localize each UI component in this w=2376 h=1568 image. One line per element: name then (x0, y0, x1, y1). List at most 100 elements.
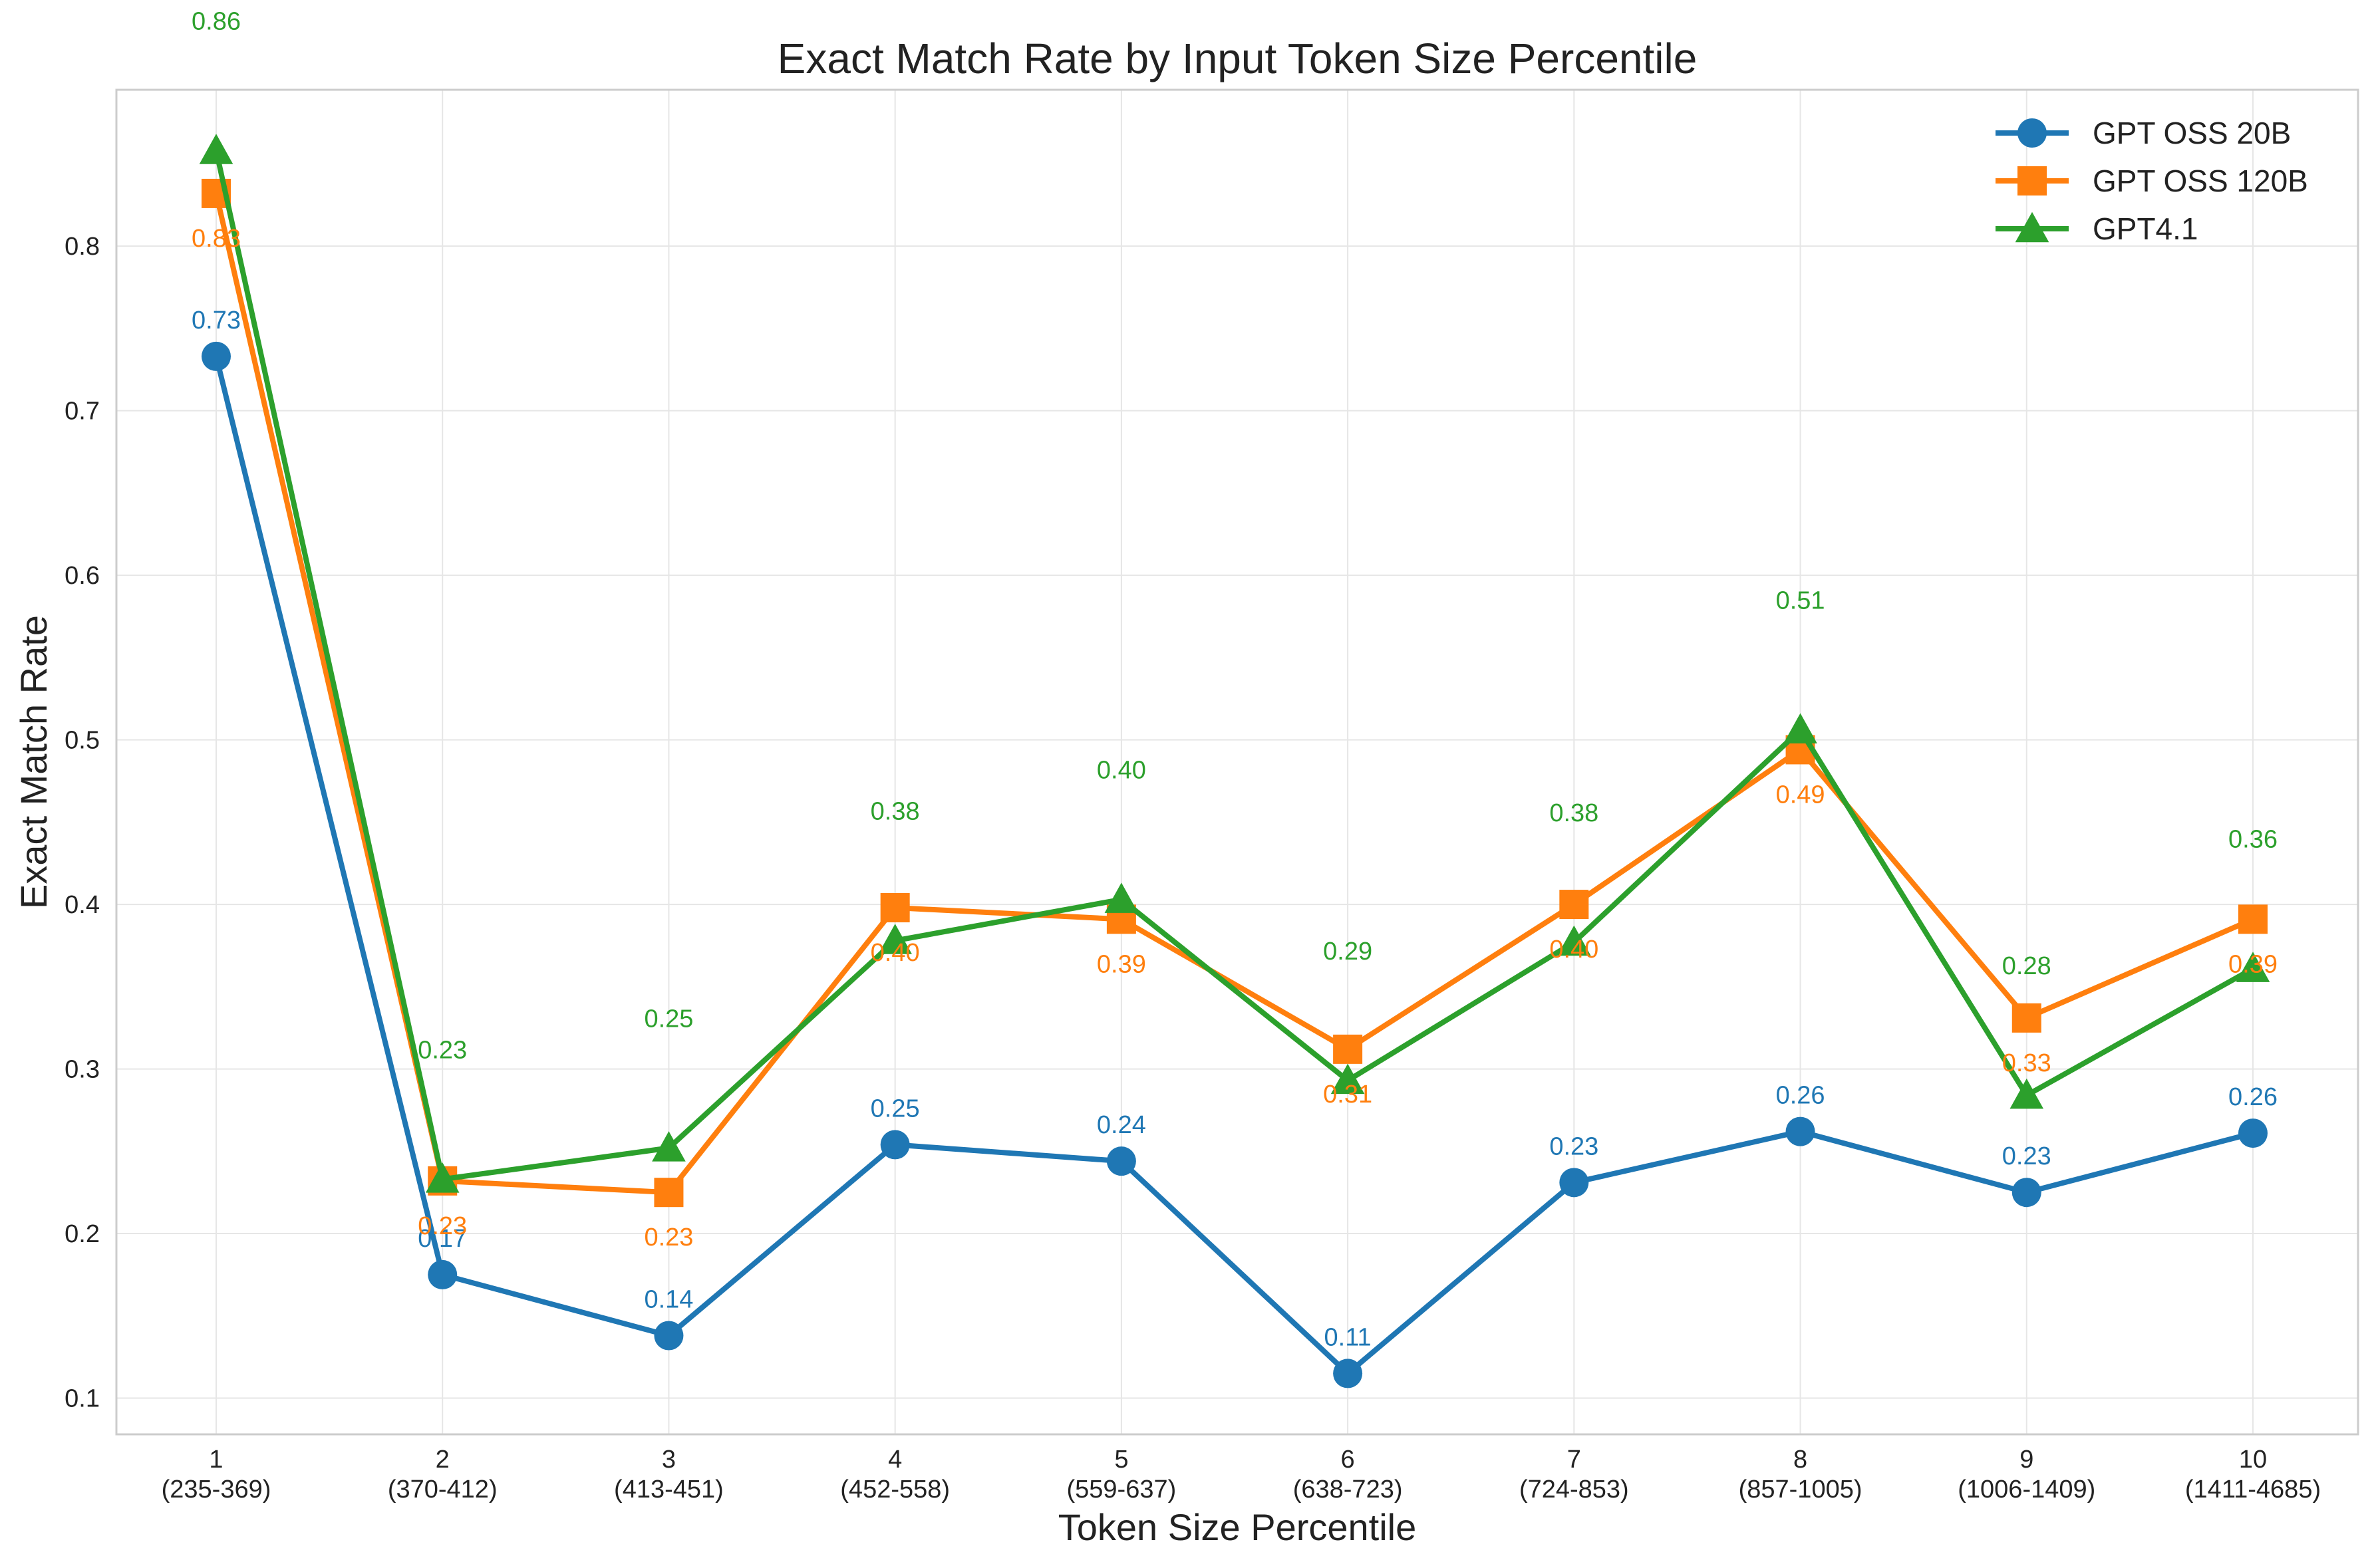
y-tick-label: 0.2 (65, 1220, 100, 1248)
series-line (214, 355, 2254, 1376)
data-label: 0.73 (192, 307, 241, 334)
circle-marker (202, 341, 231, 371)
triangle-marker (2236, 952, 2270, 982)
y-axis: 0.1 0.2 0.3 0.4 0.5 0.6 0.7 0.8 (65, 233, 100, 1412)
data-label: 0.23 (418, 1036, 467, 1064)
triangle-marker (2009, 1078, 2044, 1109)
triangle-marker (1330, 1063, 1365, 1095)
x-tick-label: 7 (1567, 1446, 1581, 1474)
circle-marker (1785, 1116, 1815, 1146)
data-label: 0.83 (192, 225, 241, 253)
plot-frame (115, 88, 2359, 1436)
data-label: 0.14 (644, 1286, 693, 1314)
x-tick-label: 9 (2019, 1446, 2033, 1474)
x-tick-range-label: (857-1005) (1739, 1476, 1862, 1503)
triangle-marker (1104, 882, 1139, 913)
x-tick-label: 3 (662, 1446, 676, 1474)
data-label: 0.23 (2002, 1142, 2051, 1170)
x-tick-label: 5 (1114, 1446, 1128, 1474)
data-label: 0.31 (1323, 1081, 1372, 1109)
square-marker (2238, 904, 2268, 934)
chart-title: Exact Match Rate by Input Token Size Per… (778, 35, 1698, 82)
data-label: 0.25 (644, 1005, 693, 1033)
data-label: 0.36 (2228, 826, 2278, 854)
x-tick-range-label: (452-558) (840, 1476, 950, 1503)
triangle-marker (652, 1131, 686, 1162)
x-tick-range-label: (638-723) (1293, 1476, 1403, 1503)
y-axis-label: Exact Match Rate (13, 615, 55, 909)
y-tick-label: 0.4 (65, 891, 100, 919)
x-tick-label: 1 (209, 1446, 223, 1474)
data-label: 0.28 (2002, 952, 2051, 980)
x-tick-label: 8 (1793, 1446, 1807, 1474)
data-label: 0.23 (1549, 1132, 1598, 1160)
x-tick-range-label: (724-853) (1519, 1476, 1629, 1503)
circle-marker (880, 1130, 910, 1160)
triangle-marker (2015, 211, 2049, 243)
data-label: 0.49 (1776, 781, 1825, 809)
triangle-marker (1783, 713, 1817, 743)
circle-marker (654, 1321, 684, 1351)
data-label: 0.26 (1776, 1082, 1825, 1110)
x-tick-range-label: (235-369) (162, 1476, 271, 1503)
data-label: 0.29 (1323, 938, 1372, 966)
data-label: 0.26 (2228, 1083, 2278, 1111)
x-tick-label: 10 (2239, 1446, 2267, 1474)
legend: GPT OSS 20B GPT OSS 120B GPT4.1 (1996, 116, 2308, 246)
square-marker (1559, 890, 1589, 920)
series-lines (199, 134, 2270, 1388)
legend-label: GPT4.1 (2093, 211, 2198, 246)
grid (116, 90, 2358, 1434)
x-tick-label: 6 (1341, 1446, 1355, 1474)
y-tick-label: 0.3 (65, 1056, 100, 1084)
data-label: 0.86 (192, 8, 241, 36)
triangle-marker (1557, 925, 1591, 956)
data-label: 0.23 (418, 1212, 467, 1240)
triangle-marker (878, 924, 912, 954)
triangle-marker (425, 1162, 460, 1193)
circle-marker (2011, 1178, 2041, 1208)
data-label: 0.38 (1549, 799, 1598, 827)
square-marker (654, 1178, 684, 1208)
data-label: 0.40 (1097, 757, 1146, 785)
x-tick-label: 4 (888, 1446, 902, 1474)
triangle-marker (199, 134, 233, 164)
circle-marker (2238, 1118, 2268, 1148)
circle-marker (1106, 1146, 1136, 1176)
circle-marker (1559, 1168, 1589, 1198)
square-marker (880, 893, 910, 923)
data-labels: 0.73 0.17 0.14 0.25 0.24 0.11 0.23 0.26 0.23 0.26… (192, 8, 2278, 1352)
legend-label: GPT OSS 120B (2093, 164, 2308, 198)
x-tick-range-label: (559-637) (1067, 1476, 1177, 1503)
data-label: 0.24 (1097, 1111, 1146, 1139)
data-label: 0.40 (1549, 936, 1598, 964)
square-marker (2011, 1003, 2041, 1033)
x-axis: 1(235-369) 2(370-412) 3(413-451) 4(452-558)… (162, 1446, 2321, 1503)
data-label: 0.40 (871, 939, 920, 967)
legend-label: GPT OSS 20B (2093, 116, 2291, 150)
x-tick-range-label: (1411-4685) (2185, 1476, 2321, 1503)
data-label: 0.33 (2002, 1049, 2051, 1077)
y-tick-label: 0.5 (65, 727, 100, 755)
data-label: 0.25 (871, 1095, 920, 1122)
circle-marker (2017, 118, 2047, 148)
square-marker (1333, 1034, 1363, 1064)
y-tick-label: 0.6 (65, 562, 100, 590)
x-tick-label: 2 (436, 1446, 450, 1474)
circle-marker (1333, 1359, 1363, 1388)
data-label: 0.23 (644, 1224, 693, 1251)
x-tick-range-label: (1006-1409) (1958, 1476, 2095, 1503)
series-line (214, 150, 2254, 1182)
y-tick-label: 0.8 (65, 233, 100, 261)
data-label: 0.39 (2228, 950, 2278, 978)
data-label: 0.38 (871, 798, 920, 826)
x-axis-label: Token Size Percentile (1058, 1506, 1417, 1548)
series-line (214, 193, 2254, 1196)
square-marker (2017, 166, 2047, 196)
x-tick-range-label: (413-451) (614, 1476, 724, 1503)
y-tick-label: 0.1 (65, 1385, 100, 1413)
data-label: 0.39 (1097, 950, 1146, 978)
circle-marker (428, 1259, 458, 1289)
x-tick-range-label: (370-412) (388, 1476, 498, 1503)
